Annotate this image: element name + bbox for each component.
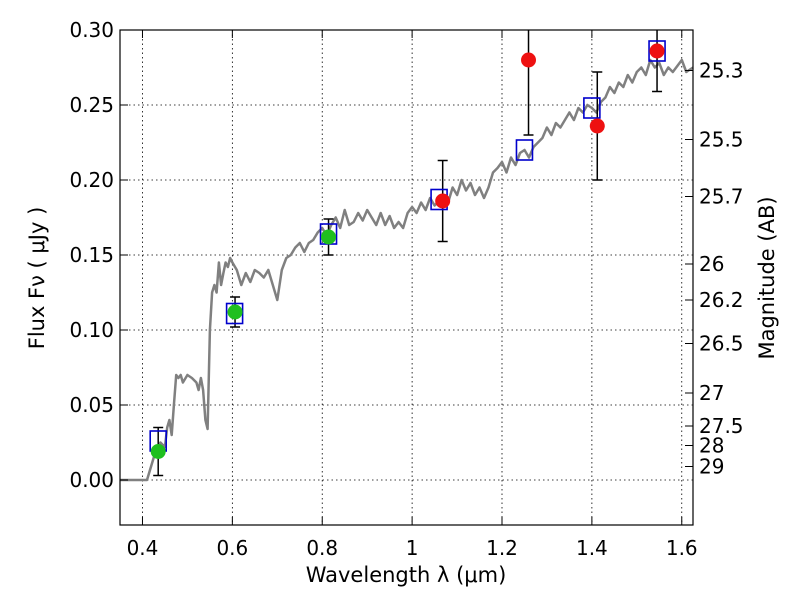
right-tick-label: 26.5 — [699, 332, 744, 356]
y-tick-label: 0.00 — [69, 468, 114, 492]
right-tick-label: 29 — [699, 455, 724, 479]
right-tick-label: 25.3 — [699, 59, 744, 83]
x-tick-label: 0.4 — [127, 536, 159, 560]
right-tick-label: 27.5 — [699, 414, 744, 438]
model-photometry-square — [225, 302, 244, 325]
nir_observed-point — [649, 43, 665, 59]
right-tick-label: 25.5 — [699, 128, 744, 152]
optical_observed-point — [150, 444, 166, 459]
x-tick-label: 0.8 — [306, 536, 338, 560]
optical_observed-point — [227, 304, 243, 320]
nir_observed-point — [521, 52, 537, 68]
right-tick-label: 26.2 — [699, 288, 744, 312]
x-tick-label: 0.6 — [216, 536, 248, 560]
y-tick-label: 0.10 — [69, 318, 114, 342]
errorbar-layer — [153, 30, 663, 477]
nir_observed-point — [435, 193, 451, 209]
right-tick-label: 27 — [699, 381, 724, 405]
x-tick-label: 1.2 — [486, 536, 518, 560]
x-axis-title: Wavelength λ (μm) — [306, 563, 507, 587]
model-spectrum-line — [120, 58, 694, 482]
right-tick-label: 26 — [699, 252, 724, 276]
model-photometry-square — [648, 40, 666, 62]
plot-frame — [119, 29, 694, 526]
y-tick-label: 0.30 — [69, 18, 114, 42]
marker-layer — [149, 40, 666, 459]
x-tick-label: 1.4 — [576, 536, 608, 560]
model-spectrum-layer — [120, 58, 694, 482]
x-tick-label: 1 — [406, 536, 419, 560]
y-tick-label: 0.20 — [69, 168, 114, 192]
right-tick-label: 25.7 — [699, 185, 744, 209]
optical_observed-point — [321, 229, 337, 245]
y-tick-label: 0.15 — [69, 243, 114, 267]
right-tick-label: 28 — [699, 434, 724, 458]
y-tick-label: 0.05 — [69, 393, 114, 417]
grid — [120, 29, 693, 525]
y-axis-title-left: Flux Fν ( μJy ) — [25, 207, 49, 350]
y-tick-label: 0.25 — [69, 93, 114, 117]
y-axis-title-right: Magnitude (AB) — [755, 196, 779, 359]
x-tick-label: 1.6 — [666, 536, 698, 560]
model-photometry-square — [515, 139, 534, 161]
model-photometry-square — [583, 97, 601, 119]
nir_observed-point — [589, 118, 605, 134]
tick-layer: 0.4 0.6 0.8 1 1.2 1.4 1.6 0.00 0.05 0.10 0.15 0.20 0… — [69, 18, 743, 560]
